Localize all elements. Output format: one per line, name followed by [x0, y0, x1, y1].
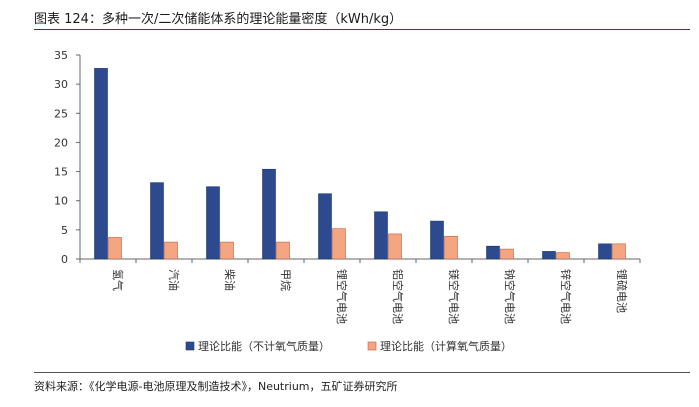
bar-without-oxygen: [206, 186, 220, 260]
bar-with-oxygen: [556, 252, 570, 260]
legend-swatch: [185, 341, 195, 351]
bar-without-oxygen: [374, 211, 388, 260]
bar-with-oxygen: [444, 235, 458, 260]
bar-with-oxygen: [612, 243, 626, 260]
x-category-label: 镁空气电池: [447, 269, 461, 324]
bar-with-oxygen: [108, 237, 122, 260]
x-category-label: 汽油: [167, 269, 181, 291]
bar-without-oxygen: [318, 193, 332, 260]
bar-without-oxygen: [486, 245, 500, 260]
y-tick-label: 30: [54, 78, 68, 91]
bar-without-oxygen: [598, 243, 612, 260]
figure-title: 图表 124：多种一次/二次储能体系的理论能量密度（kWh/kg）: [34, 12, 403, 27]
x-category-label: 钠空气电池: [503, 269, 517, 324]
y-tick-label: 10: [54, 195, 68, 208]
legend-swatch: [367, 341, 377, 351]
source-divider: [34, 372, 690, 373]
x-category-label: 甲烷: [279, 269, 293, 291]
bar-with-oxygen: [500, 248, 514, 260]
x-category-label: 锂硫电池: [615, 269, 629, 313]
bar-with-oxygen: [388, 233, 402, 260]
x-category-label: 铝空气电池: [391, 269, 405, 324]
bar-with-oxygen: [220, 241, 234, 260]
source-note: 资料来源：《化学电源-电池原理及制造技术》，Neutrium，五矿证券研究所: [34, 380, 398, 393]
bar-without-oxygen: [430, 220, 444, 260]
bar-without-oxygen: [94, 68, 108, 260]
y-tick-label: 15: [54, 166, 68, 179]
y-tick-label: 5: [61, 224, 68, 237]
x-category-label: 锌空气电池: [559, 269, 573, 324]
y-tick-label: 20: [54, 136, 68, 149]
y-tick-label: 35: [54, 49, 68, 62]
title-divider: [34, 29, 690, 30]
legend-label: 理论比能（不计氧气质量）: [198, 339, 330, 353]
bar-with-oxygen: [276, 241, 290, 260]
bar-without-oxygen: [262, 168, 276, 260]
chart-legend: 理论比能（不计氧气质量） 理论比能（计算氧气质量）: [185, 339, 512, 353]
y-tick-label: 0: [61, 253, 68, 266]
x-category-label: 氢气: [111, 269, 125, 291]
chart-bars: [94, 68, 626, 260]
bar-with-oxygen: [332, 228, 346, 260]
bar-without-oxygen: [150, 182, 164, 260]
bar-with-oxygen: [164, 241, 178, 260]
x-category-label: 锂空气电池: [335, 269, 349, 324]
chart-labels: 0 5 10 15 20 25 30 35 氢气 汽油 柴油 甲烷 锂空气电池 铝空气电池 镁空气电池 钠空气…: [54, 49, 629, 324]
x-category-label: 柴油: [223, 269, 237, 291]
bar-without-oxygen: [542, 251, 556, 260]
bar-chart: 0 5 10 15 20 25 30 35 氢气 汽油 柴油 甲烷 锂空气电池 铝空气电池 镁空气电池 钠空气…: [54, 49, 641, 353]
y-tick-label: 25: [54, 107, 68, 120]
legend-label: 理论比能（计算氧气质量）: [380, 339, 512, 353]
